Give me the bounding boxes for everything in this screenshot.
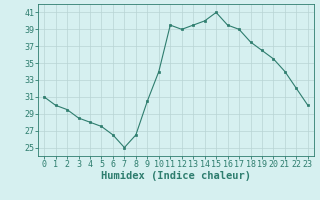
X-axis label: Humidex (Indice chaleur): Humidex (Indice chaleur): [101, 171, 251, 181]
